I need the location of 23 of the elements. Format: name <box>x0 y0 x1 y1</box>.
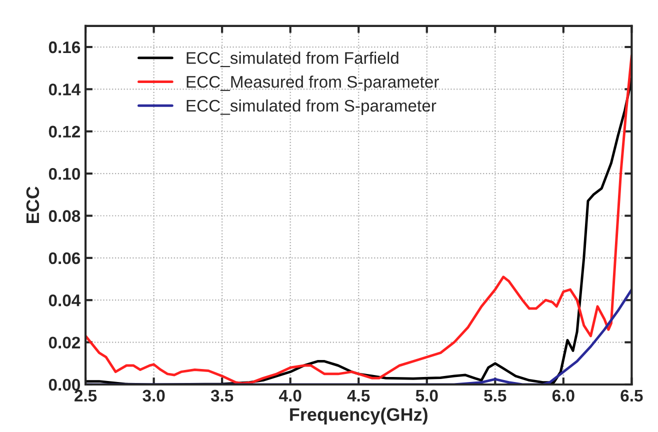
y-axis-title: ECC <box>26 186 40 224</box>
x-tick-label: 3.0 <box>142 390 165 402</box>
x-tick-label: 2.5 <box>74 390 97 402</box>
y-tick-label: 0.10 <box>48 168 80 180</box>
x-tick-label: 6.0 <box>552 390 574 402</box>
y-tick-label: 0.02 <box>48 336 80 348</box>
y-tick-label: 0.14 <box>48 84 81 96</box>
x-tick-label: 5.5 <box>484 390 506 402</box>
legend-label: ECC_simulated from S-parameter <box>186 99 436 115</box>
y-tick-label: 0.16 <box>48 41 80 54</box>
legend-label: ECC_simulated from Farfield <box>186 52 398 68</box>
x-tick-label: 3.5 <box>210 390 234 402</box>
y-tick-label: 0.04 <box>48 294 81 306</box>
legend-label: ECC_Measured from S-parameter <box>186 76 439 92</box>
y-tick-label: 0.12 <box>48 126 80 138</box>
x-tick-label: 4.5 <box>347 390 370 402</box>
x-tick-label: 5.0 <box>416 390 438 402</box>
y-tick-label: 0.08 <box>48 210 80 222</box>
y-tick-label: 0.06 <box>48 252 80 264</box>
y-tick-label: 0.00 <box>48 378 80 391</box>
x-tick-label: 4.0 <box>279 390 302 402</box>
x-axis-title: Frequency(GHz) <box>290 408 428 424</box>
x-tick-label: 6.5 <box>620 390 643 402</box>
